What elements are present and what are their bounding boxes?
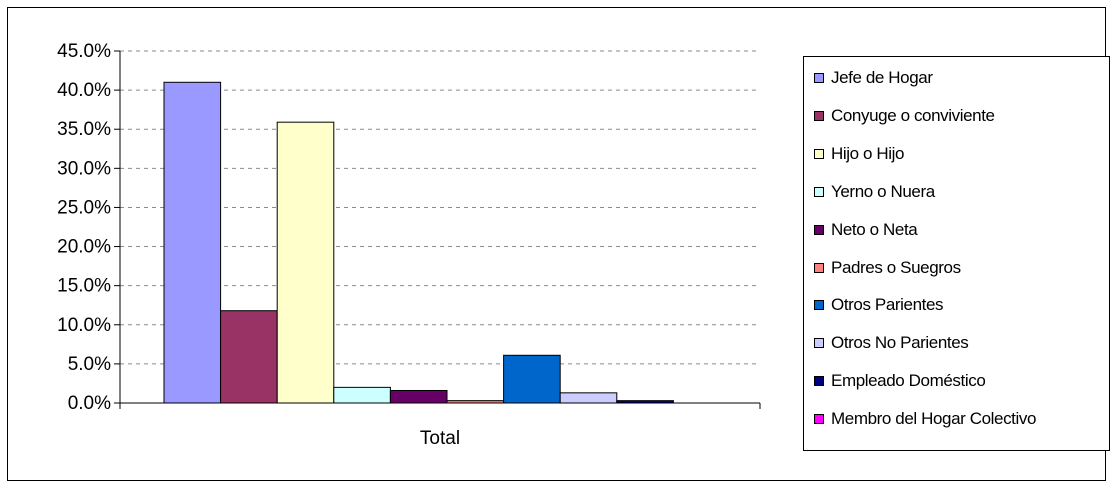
legend-swatch — [814, 73, 824, 83]
bar-otros-parientes — [503, 354, 561, 404]
chart-area: 0.0% 5.0% 10.0% 15.0% 20.0% 25.0% 30.0% 35.0% 40… — [7, 7, 1110, 481]
legend-swatch — [814, 262, 824, 273]
bar-neto-o-neta — [389, 389, 448, 404]
y-tick-label: 5.0% — [68, 354, 111, 375]
legend-item: Jefe de Hogar — [814, 68, 933, 88]
y-tick-label: 10.0% — [57, 315, 111, 336]
x-category-label: Total — [420, 428, 460, 449]
legend-item: Empleado Doméstico — [814, 371, 986, 391]
legend-item: Yerno o Nuera — [814, 182, 935, 202]
legend-item: Otros Parientes — [814, 295, 944, 315]
legend-label: Hijo o Hijo — [831, 143, 905, 163]
y-tick-label: 35.0% — [57, 119, 111, 140]
bar-yerno-o-nuera — [333, 386, 391, 404]
legend-label: Jefe de Hogar — [831, 68, 933, 87]
y-tick-label: 25.0% — [57, 197, 111, 218]
legend-label: Conyuge o conviviente — [831, 105, 995, 125]
legend-swatch — [814, 224, 824, 235]
y-tick-label: 20.0% — [57, 237, 111, 258]
legend-label: Otros No Parientes — [831, 333, 969, 353]
bar-conyuge-o-conviviente — [220, 310, 278, 404]
y-tick-label: 15.0% — [57, 276, 111, 297]
legend-label: Padres o Suegros — [831, 257, 961, 277]
legend-item: Membro del Hogar Colectivo — [814, 409, 1036, 429]
y-tick-label: 40.0% — [57, 80, 111, 101]
legend-swatch — [814, 186, 824, 197]
legend-label: Yerno o Nuera — [831, 181, 935, 201]
legend-swatch — [814, 148, 824, 159]
y-tick-label: 30.0% — [57, 158, 111, 179]
legend-label: Empleado Doméstico — [831, 371, 986, 391]
y-tick-label: 45.0% — [57, 41, 111, 62]
legend-swatch — [814, 376, 824, 387]
legend-swatch — [814, 110, 824, 121]
legend: Jefe de Hogar Conyuge o conviviente Hijo o… — [803, 56, 1110, 451]
legend-swatch — [814, 338, 824, 349]
bar-hijo-o-hijo — [276, 121, 335, 404]
legend-label: Otros Parientes — [831, 295, 944, 315]
legend-label: Neto o Neta — [831, 219, 918, 239]
legend-item: Otros No Parientes — [814, 333, 969, 353]
bar-jefe-de-hogar — [163, 81, 222, 404]
legend-item: Neto o Neta — [814, 219, 918, 240]
bar-chart: 0.0% 5.0% 10.0% 15.0% 20.0% 25.0% 30.0% 35.0% 40… — [57, 41, 761, 449]
legend-label: Membro del Hogar Colectivo — [831, 409, 1037, 429]
legend-item: Conyuge o conviviente — [814, 106, 995, 126]
legend-swatch — [814, 414, 824, 425]
bar-otros-no-parientes — [559, 392, 618, 404]
y-tick-label: 0.0% — [68, 393, 111, 414]
legend-item: Hijo o Hijo — [814, 144, 904, 164]
legend-swatch — [814, 300, 824, 311]
legend-item: Padres o Suegros — [814, 258, 961, 278]
